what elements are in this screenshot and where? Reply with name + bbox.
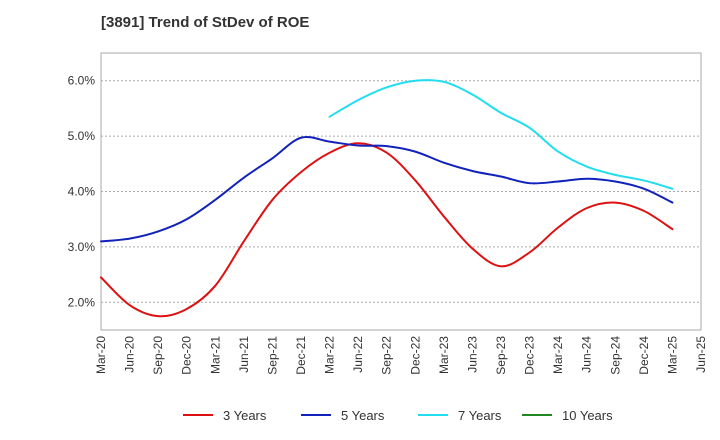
x-tick-label: Dec-21 xyxy=(294,336,308,375)
x-tick-label: Mar-24 xyxy=(551,336,565,374)
x-tick-label: Sep-24 xyxy=(608,336,622,375)
x-tick-label: Sep-23 xyxy=(494,336,508,375)
grid-lines xyxy=(101,80,701,303)
y-tick-label: 6.0% xyxy=(68,74,96,88)
x-tick-label: Sep-22 xyxy=(380,336,394,375)
y-tick-label: 5.0% xyxy=(68,129,96,143)
x-tick-label: Jun-21 xyxy=(237,336,251,373)
chart-title: [3891] Trend of StDev of ROE xyxy=(101,14,310,31)
legend: 3 Years 5 Years 7 Years 10 Years xyxy=(183,408,613,423)
series-line-5-years xyxy=(100,136,674,243)
series-line-7-years xyxy=(328,79,674,190)
series-lines xyxy=(100,79,674,318)
x-tick-label: Jun-24 xyxy=(580,336,594,373)
x-tick-label: Dec-24 xyxy=(637,336,651,375)
x-tick-label: Jun-20 xyxy=(123,336,137,373)
x-tick-label: Mar-22 xyxy=(323,336,337,374)
x-tick-label: Dec-22 xyxy=(408,336,422,375)
y-tick-label: 4.0% xyxy=(68,185,96,199)
y-axis-tick-labels: 2.0% 3.0% 4.0% 5.0% 6.0% xyxy=(68,74,96,310)
x-tick-label: Dec-23 xyxy=(523,336,537,375)
x-tick-label: Mar-23 xyxy=(437,336,451,374)
x-tick-label: Jun-25 xyxy=(694,336,708,373)
x-tick-label: Sep-20 xyxy=(151,336,165,375)
y-tick-label: 3.0% xyxy=(68,240,96,254)
x-tick-label: Dec-20 xyxy=(180,336,194,375)
legend-label: 5 Years xyxy=(341,408,385,423)
x-tick-label: Mar-21 xyxy=(208,336,222,374)
legend-label: 10 Years xyxy=(562,408,613,423)
legend-label: 7 Years xyxy=(458,408,502,423)
series-line-3-years xyxy=(100,142,674,318)
x-tick-label: Jun-22 xyxy=(351,336,365,373)
legend-label: 3 Years xyxy=(223,408,267,423)
x-tick-label: Mar-25 xyxy=(665,336,679,374)
x-tick-label: Mar-20 xyxy=(94,336,108,374)
x-axis-tick-labels: Mar-20 Jun-20 Sep-20 Dec-20 Mar-21 Jun-21 Sep-… xyxy=(94,336,708,375)
x-tick-label: Jun-23 xyxy=(465,336,479,373)
x-tick-label: Sep-21 xyxy=(265,336,279,375)
y-tick-label: 2.0% xyxy=(68,295,96,309)
